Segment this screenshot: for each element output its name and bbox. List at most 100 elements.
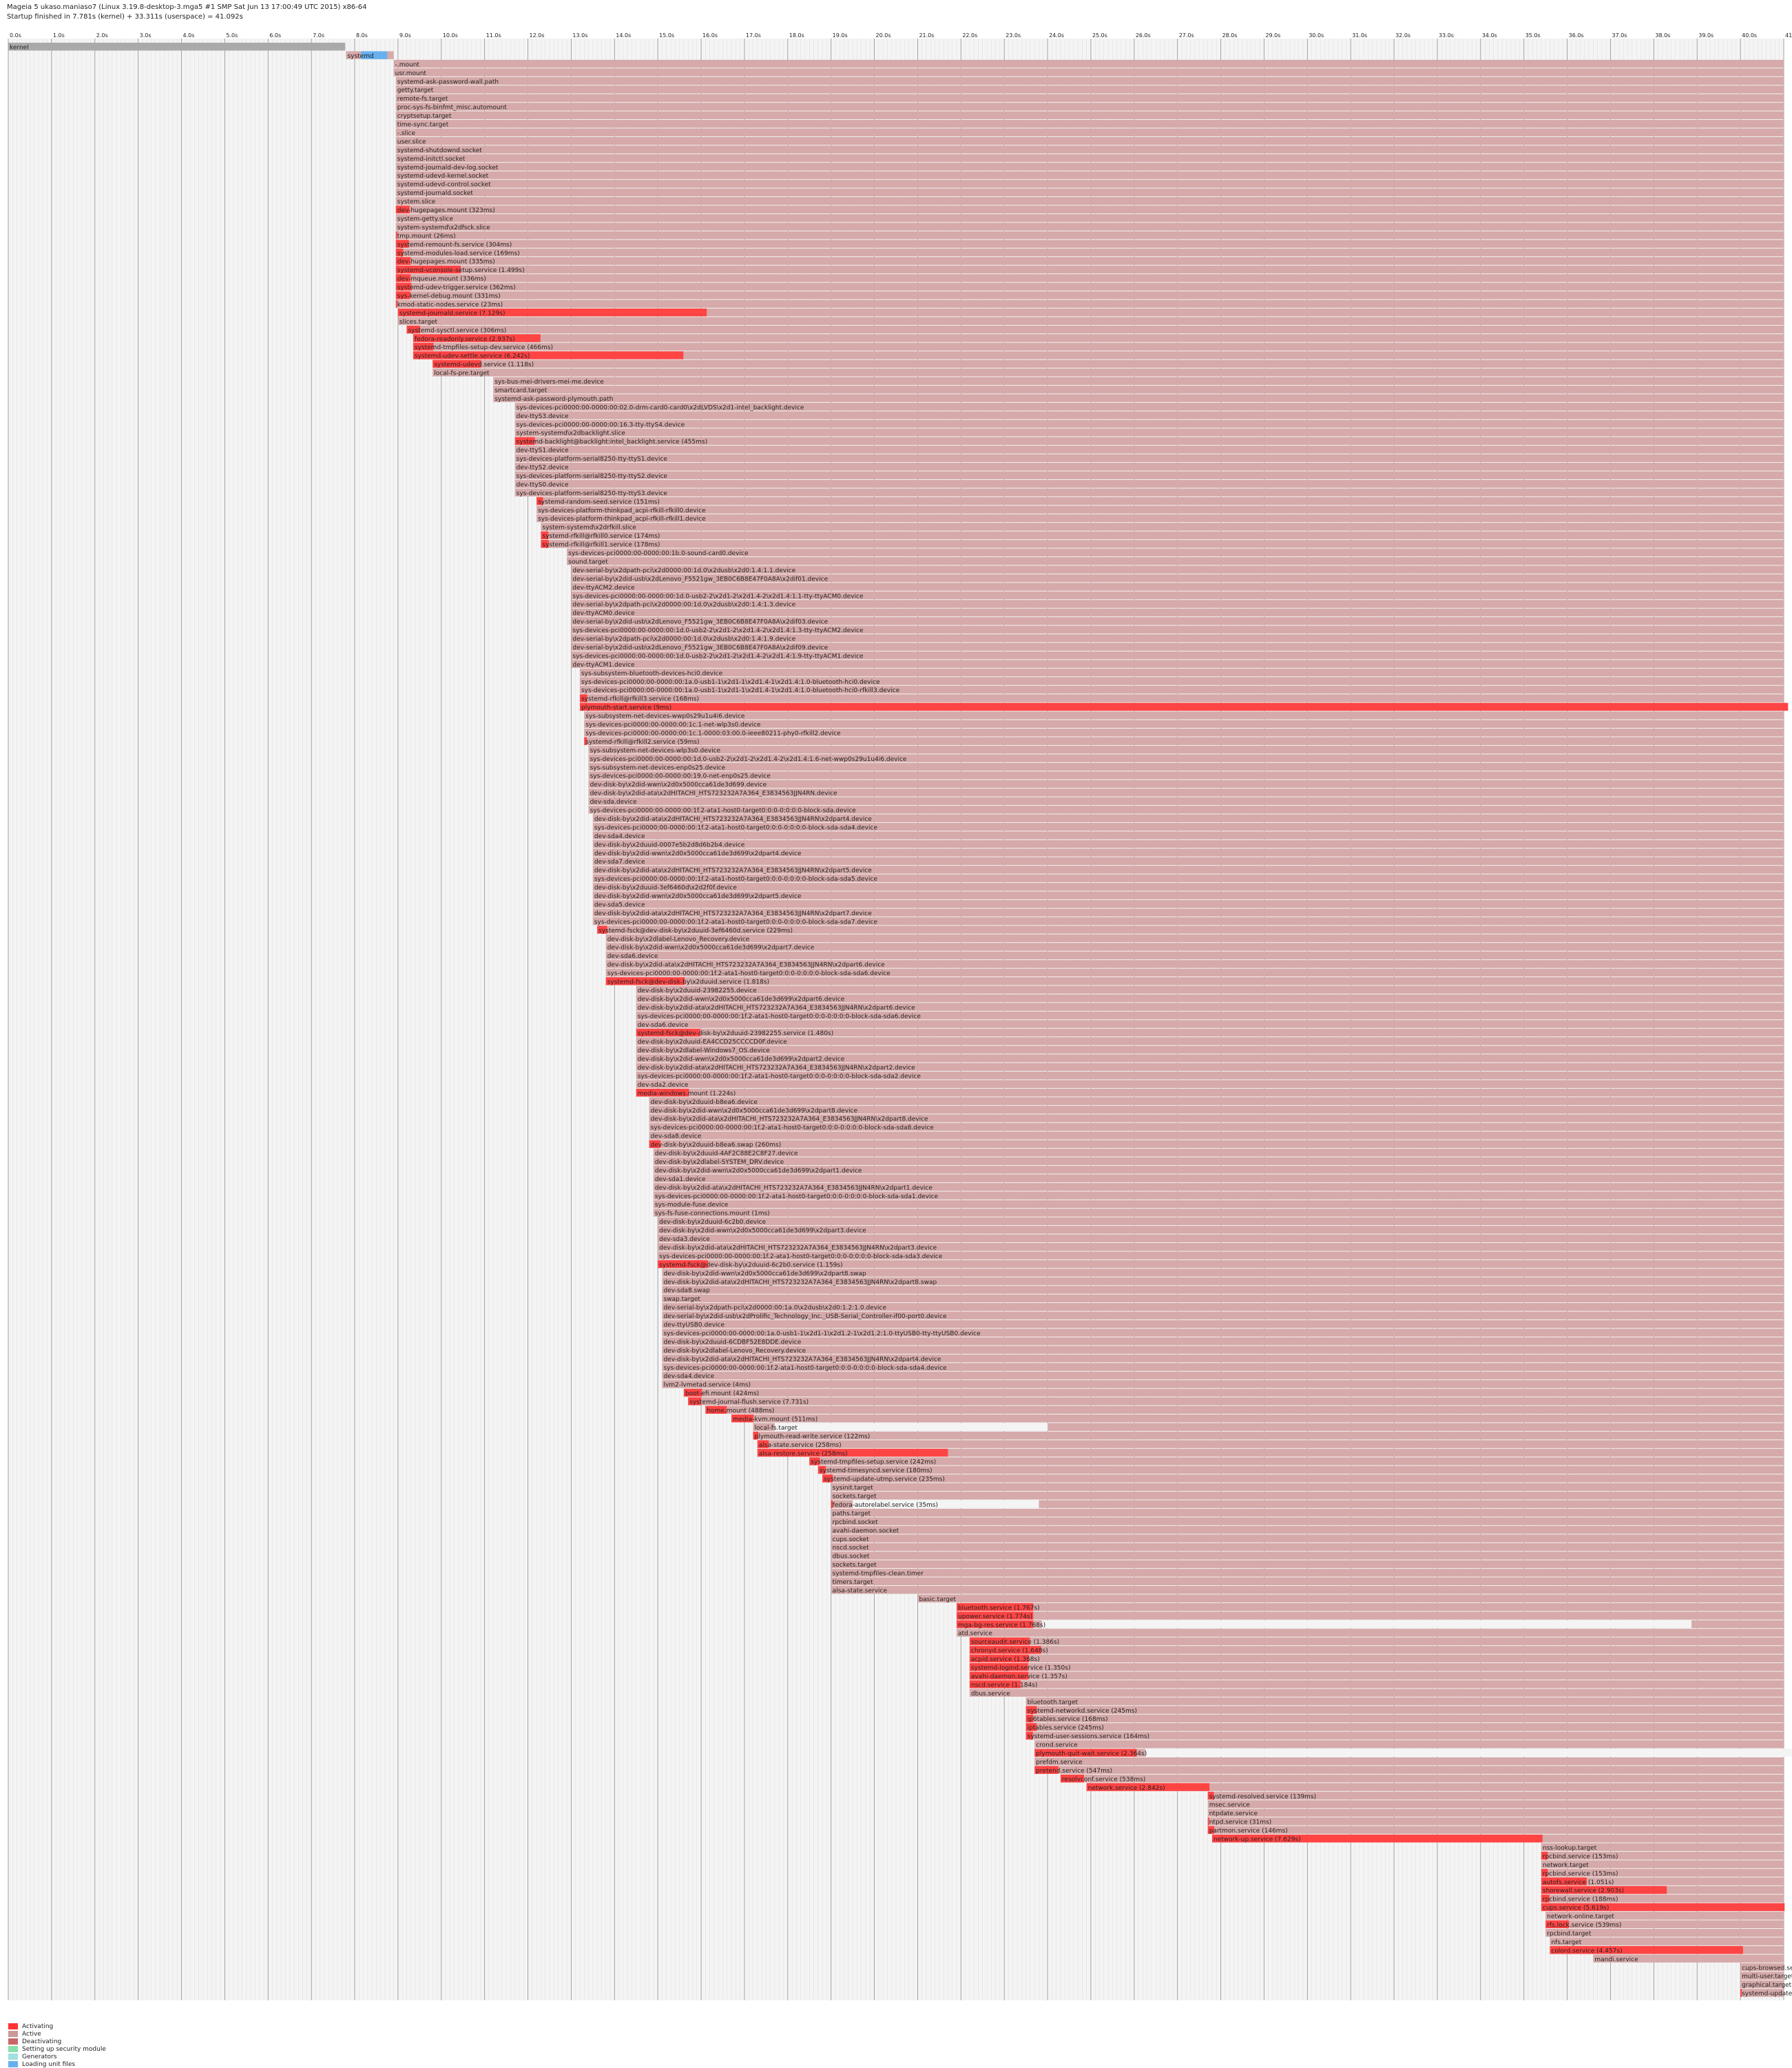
active-bar: [969, 1680, 1784, 1689]
unit-row: basic.target: [917, 1594, 1784, 1603]
activating-bar: [969, 1680, 1021, 1689]
active-bar: [413, 342, 1784, 351]
unit-label: rpcbind.service (153ms): [1543, 1853, 1618, 1860]
active-bar: [731, 1414, 1784, 1423]
activating-bar: [406, 325, 420, 334]
unit-row: mandi.service: [1593, 1954, 1784, 1963]
active-bar: [571, 660, 1784, 668]
unit-row: dev-disk-by\x2dlabel-Lenovo_Recovery.dev…: [605, 934, 1784, 943]
activating-bar: [395, 282, 412, 291]
unit-row: systemd-update-utmp.service (235ms): [822, 1474, 1784, 1483]
active-bar: [636, 1054, 1784, 1063]
legend-item: Loading unit files: [8, 2060, 106, 2068]
active-bar: [393, 68, 1784, 76]
active-bar: [636, 1011, 1784, 1020]
unit-label: systemd-initctl.socket: [397, 156, 466, 163]
unit-row: systemd-rfkill@rfkill3.service (168ms): [579, 694, 1784, 703]
unit-row: sys-devices-pci0000:00-0000:00:1d.0-usb2…: [571, 651, 1784, 660]
active-bar: [395, 274, 1784, 282]
active-bar: [636, 985, 1784, 994]
unit-row: rpcbind.service (153ms): [1541, 1868, 1784, 1877]
unit-label: systemd-udevd-kernel.socket: [397, 173, 489, 180]
active-bar: [653, 1157, 1784, 1165]
unit-row: dev-serial-by\x2dpath-pci\x2d0000:00:1a.…: [662, 1303, 1784, 1312]
unit-label: dev-disk-by\x2duuid-23982255.device: [638, 988, 757, 994]
active-bar: [831, 1543, 1784, 1552]
unit-row: sys-fs-fuse-connections.mount (1ms): [653, 1209, 1784, 1218]
legend-label: Active: [22, 2030, 41, 2038]
x-tick-label: 26.0s: [1136, 32, 1151, 39]
unit-row: alsa-state.service (258ms): [757, 1440, 1784, 1449]
unit-label: dev-disk-by\x2dlabel-Lenovo_Recovery.dev…: [607, 936, 750, 943]
activating-bar: [649, 1140, 660, 1149]
active-bar: [592, 866, 1784, 874]
active-bar: [662, 1363, 1784, 1371]
active-bar: [536, 505, 1784, 514]
unit-label: sys-subsystem-net-devices-wlp3s0.device: [590, 747, 721, 754]
active-bar: [662, 1380, 1784, 1388]
unit-row: paths.target: [831, 1508, 1784, 1517]
unit-row: dev-disk-by\x2duuid-6c2b0.device: [658, 1217, 1784, 1226]
active-bar: [1541, 1877, 1784, 1886]
activating-bar: [1541, 1886, 1667, 1894]
active-bar: [579, 677, 1784, 685]
unit-label: dev-disk-by\x2did-ata\x2dHITACHI_HTS7232…: [659, 1244, 937, 1251]
legend-item: Active: [8, 2030, 106, 2038]
unit-label: system-systemd\x2drfkill.slice: [542, 525, 636, 532]
activating-bar: [688, 1397, 702, 1406]
unit-row: timers.target: [831, 1577, 1784, 1586]
unit-label: sys-devices-platform-serial8250-tty-ttyS…: [517, 456, 668, 463]
unit-label: ip6tables.service (168ms): [1028, 1716, 1108, 1723]
active-bar: [649, 1140, 1784, 1149]
active-bar: [592, 891, 1784, 899]
unit-label: sys-devices-platform-thinkpad_acpi-rfkil…: [538, 516, 706, 523]
unit-label: sys-devices-pci0000:00-0000:00:02.0-drm-…: [517, 404, 804, 411]
unit-label: dev-disk-by\x2did-ata\x2dHITACHI_HTS7232…: [590, 791, 837, 797]
activating-bar: [831, 1500, 833, 1508]
active-bar: [662, 1294, 1784, 1303]
legend-swatch: [8, 2031, 18, 2037]
unit-label: dev-disk-by\x2did-ata\x2dHITACHI_HTS7232…: [638, 1065, 915, 1072]
x-tick-label: 13.0s: [572, 32, 587, 39]
unit-row: dev-disk-by\x2did-ata\x2dHITACHI_HTS7232…: [653, 1182, 1784, 1191]
active-bar: [406, 325, 1784, 334]
activating-bar: [1550, 1945, 1743, 1954]
active-bar: [636, 1003, 1784, 1011]
unit-row: kernel: [8, 43, 346, 51]
active-bar: [588, 762, 1784, 771]
activating-bar: [969, 1646, 1041, 1654]
active-bar: [653, 1174, 1784, 1182]
inactive-gap: [853, 1500, 1039, 1508]
legend-item: Activating: [8, 2023, 106, 2030]
active-bar: [1086, 1783, 1784, 1791]
unit-label: msec.service: [1209, 1802, 1251, 1809]
unit-row: sockets.target: [831, 1492, 1784, 1501]
unit-label: nfs.target: [1551, 1939, 1581, 1946]
x-tick-label: 16.0s: [702, 32, 718, 39]
unit-row: dev-disk-by\x2dlabel-SYSTEM_DRV.device: [653, 1157, 1784, 1166]
unit-label: rfs.lock.service (539ms): [1547, 1922, 1621, 1929]
active-bar: [1545, 1920, 1784, 1928]
unit-label: multi-user.target: [1742, 1974, 1792, 1981]
active-bar: [649, 1131, 1784, 1140]
active-bar: [753, 1423, 1784, 1431]
unit-row: systemd-udev-trigger.service (362ms): [395, 282, 1784, 291]
unit-row: boot-efi.mount (424ms): [683, 1388, 1784, 1397]
unit-row: dev-serial-by\x2did-usb\x2dProlific_Tech…: [662, 1311, 1784, 1320]
unit-label: system-getty.slice: [397, 216, 454, 222]
active-bar: [831, 1560, 1784, 1569]
unit-row: dev-sda8.device: [649, 1131, 1784, 1140]
legend-label: Generators: [22, 2053, 57, 2060]
unit-row: systemd-ask-password-wall.path: [395, 76, 1784, 85]
active-bar: [395, 136, 1784, 145]
unit-row: nss-lookup.target: [1541, 1843, 1784, 1852]
active-bar: [1740, 1989, 1784, 1997]
unit-label: systemd-networkd.service (245ms): [1028, 1708, 1137, 1715]
active-bar: [1550, 1937, 1784, 1945]
unit-row: dev-disk-by\x2did-ata\x2dHITACHI_HTS7232…: [588, 788, 1784, 797]
active-bar: [588, 797, 1784, 806]
active-bar: [636, 1063, 1784, 1071]
unit-label: sys-devices-pci0000:00-0000:00:1c.1-net-…: [585, 722, 761, 729]
active-bar: [662, 1303, 1784, 1311]
unit-label: dev-disk-by\x2did-wwn\x2d0x5000cca61de3d…: [638, 1056, 845, 1063]
